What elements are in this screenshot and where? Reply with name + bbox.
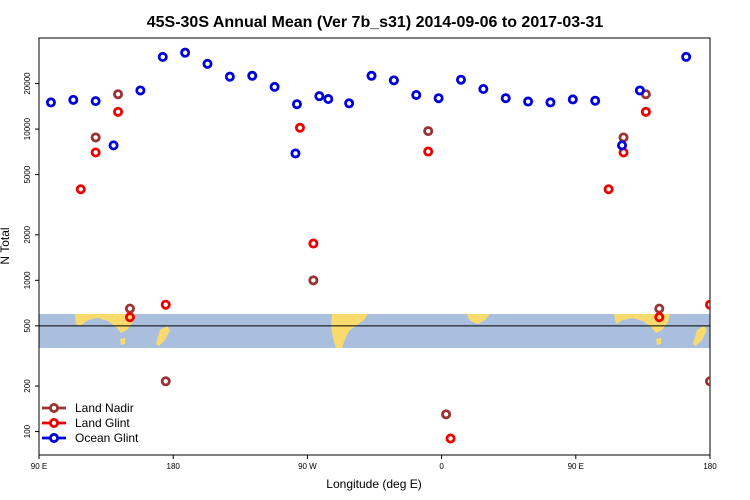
y-tick-label: 20000 (23, 72, 32, 95)
point-ocean-glint (157, 51, 168, 62)
point-land-nadir (618, 132, 629, 143)
point-land-glint (113, 106, 124, 117)
point-ocean-glint (617, 140, 628, 151)
point-land-glint (124, 312, 135, 323)
point-land-nadir (441, 409, 452, 420)
point-land-glint (640, 106, 651, 117)
point-land-glint (705, 299, 710, 310)
x-axis: 90 E 180 90 W 0 90 E 180 (31, 455, 717, 471)
point-ocean-glint (291, 99, 302, 110)
point-ocean-glint (269, 81, 280, 92)
point-ocean-glint (224, 71, 235, 82)
point-land-glint (294, 122, 305, 133)
land-tasmania-right (656, 338, 661, 345)
y-tick-label: 5000 (23, 165, 32, 183)
point-land-nadir (160, 376, 171, 387)
y-tick-label: 1000 (23, 271, 32, 289)
point-land-nadir (423, 126, 434, 137)
point-land-glint (160, 299, 171, 310)
point-ocean-glint (108, 140, 119, 151)
plot-frame (38, 37, 711, 456)
point-ocean-glint (634, 85, 645, 96)
point-ocean-glint (433, 93, 444, 104)
point-land-glint (308, 238, 319, 249)
point-land-nadir (705, 376, 710, 387)
point-land-glint (603, 184, 614, 195)
point-ocean-glint (478, 84, 489, 95)
y-tick-label: 2000 (23, 225, 32, 243)
legend-label-land-glint: Land Glint (75, 416, 130, 430)
point-ocean-glint (366, 70, 377, 81)
point-ocean-glint (455, 74, 466, 85)
y-tick-label: 200 (23, 379, 32, 393)
point-ocean-glint (45, 97, 56, 108)
y-tick-label: 10000 (23, 117, 32, 140)
point-land-glint (423, 146, 434, 157)
point-ocean-glint (681, 51, 692, 62)
point-ocean-glint (290, 148, 301, 159)
point-ocean-glint (180, 47, 191, 58)
point-ocean-glint (202, 58, 213, 69)
point-ocean-glint (314, 91, 325, 102)
x-tick-label: 90 E (31, 462, 47, 471)
y-tick-label: 100 (23, 424, 32, 438)
x-tick-label: 180 (703, 462, 717, 471)
legend-label-ocean-glint: Ocean Glint (75, 431, 139, 445)
point-land-nadir (124, 303, 135, 314)
x-tick-label: 90 E (568, 462, 584, 471)
legend-marker-land-glint (49, 417, 60, 428)
x-tick-label: 180 (167, 462, 181, 471)
land-africa (467, 314, 490, 324)
point-ocean-glint (247, 70, 258, 81)
y-tick-label: 500 (23, 319, 32, 333)
point-ocean-glint (567, 94, 578, 105)
land-south-america (331, 314, 368, 348)
land-australia-left (75, 314, 135, 333)
x-tick-label: 90 W (298, 462, 317, 471)
point-land-nadir (90, 132, 101, 143)
point-land-nadir (308, 275, 319, 286)
point-ocean-glint (68, 94, 79, 105)
point-land-glint (90, 147, 101, 158)
point-land-glint (654, 312, 665, 323)
x-tick-label: 0 (439, 462, 444, 471)
point-land-nadir (113, 89, 124, 100)
land-newzealand-left (156, 326, 170, 346)
legend-marker-ocean-glint (49, 432, 60, 443)
y-axis-label: N Total (0, 227, 12, 264)
data-points (45, 47, 710, 444)
chart-title: 45S-30S Annual Mean (Ver 7b_s31) 2014-09… (147, 14, 604, 31)
point-land-glint (75, 184, 86, 195)
point-ocean-glint (411, 89, 422, 100)
land-tasmania-left (120, 338, 125, 345)
point-ocean-glint (388, 75, 399, 86)
point-ocean-glint (500, 93, 511, 104)
point-land-nadir (654, 303, 665, 314)
y-axis: 100 200 500 1000 2000 5000 10000 20000 (23, 72, 39, 438)
x-axis-label: Longitude (deg E) (326, 477, 421, 491)
point-ocean-glint (323, 94, 334, 105)
map-ocean-background (39, 314, 710, 348)
point-ocean-glint (135, 85, 146, 96)
point-ocean-glint (545, 97, 556, 108)
land-newzealand-right (693, 326, 707, 346)
point-ocean-glint (590, 95, 601, 106)
point-land-glint (445, 433, 456, 444)
point-ocean-glint (344, 98, 355, 109)
legend-marker-land-nadir (49, 402, 60, 413)
map-band (39, 314, 710, 348)
point-ocean-glint (523, 96, 534, 107)
point-ocean-glint (90, 96, 101, 107)
legend-label-land-nadir: Land Nadir (75, 401, 134, 415)
